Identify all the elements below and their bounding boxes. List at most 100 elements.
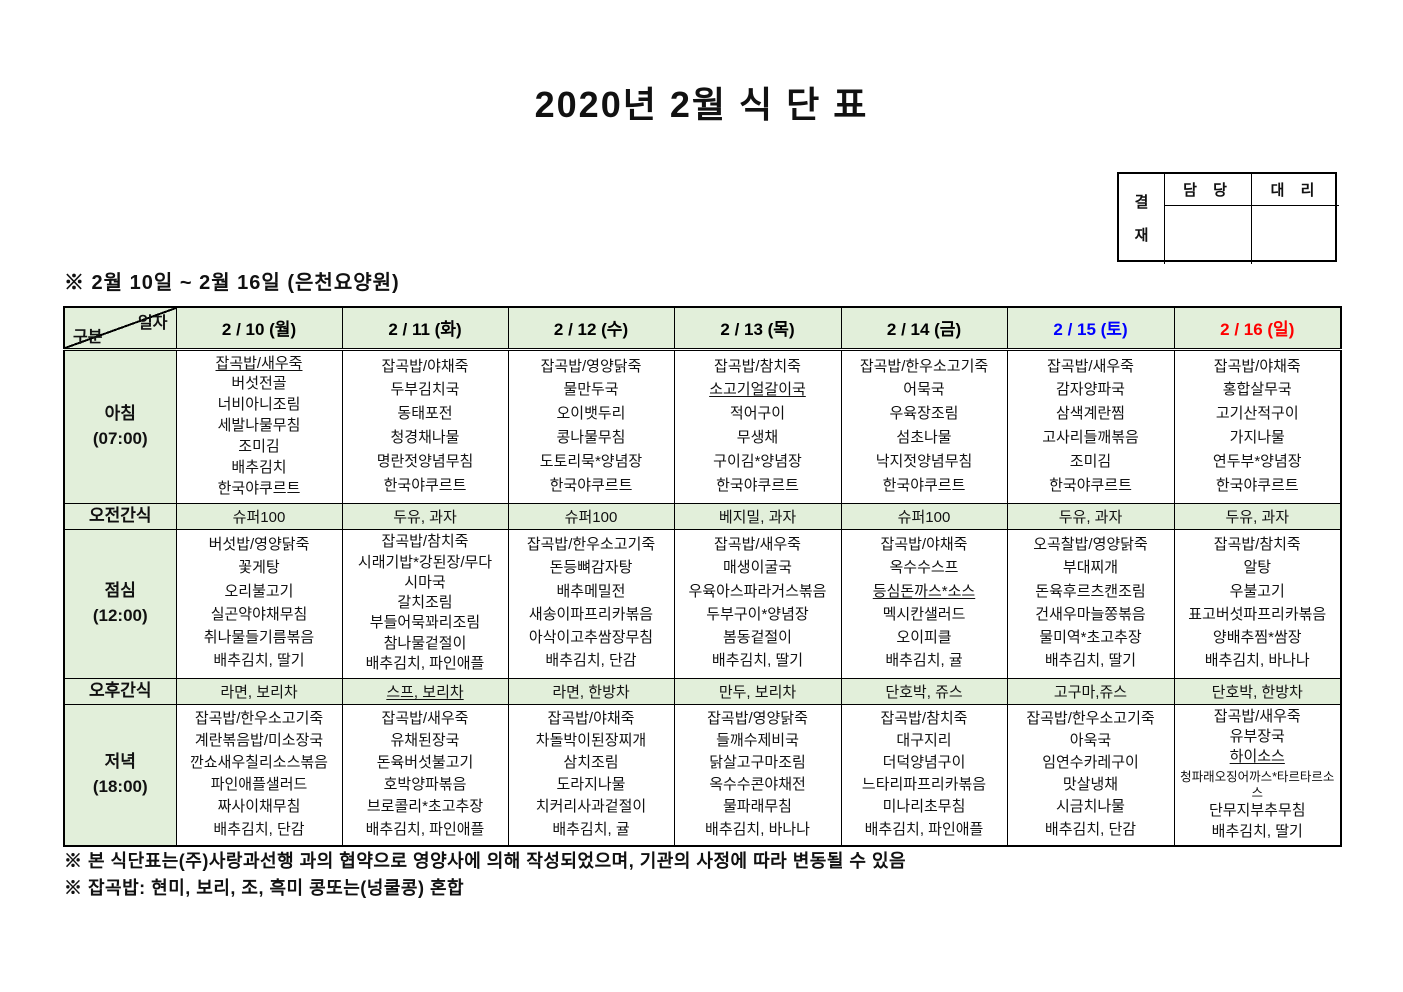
snack-cell: 두유, 과자 (1173, 502, 1342, 530)
menu-item: 배추김치, 파인애플 (864, 820, 984, 838)
menu-item: 유부장국 (1229, 728, 1285, 746)
menu-item: 물만두국 (563, 381, 619, 399)
diagonal-divider (65, 308, 176, 348)
menu-item: 옥수수스프 (889, 559, 959, 577)
menu-item: 호박양파볶음 (383, 776, 467, 794)
menu-item: 감자양파국 (1055, 381, 1125, 399)
menu-item: 물파래무침 (722, 798, 792, 816)
menu-cell: 잡곡밥/새우죽 유부장국 하이소스 청파래오징어까스*타르타르소스 단무지부추무침 배추김… (1173, 703, 1342, 847)
menu-item: 봄동겉절이 (722, 628, 792, 646)
menu-item: 두부김치국 (390, 381, 460, 399)
menu-item: 어묵국 (903, 381, 945, 399)
menu-item: 배추김치, 귤 (552, 820, 630, 838)
menu-cell: 잡곡밥/야채죽 두부김치국 동태포전 청경채나물 명란젓양념무침 한국야쿠르트 (341, 348, 509, 504)
menu-item: 아욱국 (1069, 732, 1112, 750)
menu-item: 오곡찰밥/영양닭죽 (1033, 536, 1148, 554)
menu-item: 돈등뼈감자탕 (549, 559, 633, 577)
menu-item: 잡곡밥/새우죽 (714, 536, 801, 554)
menu-item: 배추김치, 귤 (885, 651, 963, 669)
menu-item: 잡곡밥/야채죽 (381, 357, 469, 375)
menu-item: 도라지나물 (556, 776, 626, 794)
menu-item: 섬초나물 (896, 429, 952, 446)
menu-item: 아삭이고추쌈장무침 (528, 628, 654, 646)
menu-item: 삼치조림 (563, 754, 619, 772)
menu-item: 오이피클 (896, 628, 952, 646)
menu-item: 파인애플샐러드 (210, 776, 308, 794)
row-dinner: 저녁 (18:00) 잡곡밥/한우소고기죽 계란볶음밥/미소장국 깐쇼새우칠리소스볶음 파… (63, 703, 1342, 847)
menu-item: 임연수카레구이 (1042, 754, 1139, 772)
menu-item: 배추김치, 단감 (1044, 820, 1137, 838)
menu-item: 연두부*양념장 (1212, 452, 1302, 470)
menu-item: 홍합살무국 (1222, 381, 1292, 399)
menu-item: 더덕양념구이 (882, 754, 966, 772)
row-lunch: 점심 (12:00) 버섯밥/영양닭죽 꽃게탕 오리불고기 실곤약야채무침 취나물들기름볶음… (63, 528, 1342, 679)
menu-cell: 잡곡밥/새우죽 감자양파국 삼색계란찜 고사리들깨볶음 조미김 한국야쿠르트 (1006, 348, 1175, 504)
menu-item: 느타리파프리카볶음 (861, 776, 987, 794)
menu-cell: 잡곡밥/야채죽 옥수수스프 등심돈까스*소스 멕시칸샐러드 오이피클 배추김치, 귤 (840, 528, 1008, 679)
menu-item: 잡곡밥/한우소고기죽 (194, 710, 324, 728)
menu-item: 적어구이 (729, 405, 786, 423)
menu-item: 잡곡밥/야채죽 (880, 536, 968, 554)
menu-item: 배추김치, 파인애플 (365, 820, 485, 838)
menu-item: 부대찌개 (1062, 559, 1119, 577)
menu-item: 두유, 과자 (393, 508, 457, 526)
menu-item: 배추김치, 파인애플 (365, 654, 485, 672)
row-label-lunch: 점심 (12:00) (63, 528, 177, 679)
menu-item: 스프, 보리차 (386, 683, 464, 701)
menu-item: 잡곡밥/한우소고기죽 (526, 536, 656, 554)
menu-item: 두유, 과자 (1058, 508, 1123, 526)
menu-item: 베지밀, 과자 (718, 508, 797, 526)
menu-item: 명란젓양념무침 (376, 452, 474, 470)
menu-cell: 잡곡밥/야채죽 홍합살무국 고기산적구이 가지나물 연두부*양념장 한국야쿠르트 (1173, 348, 1342, 504)
menu-item: 한국야쿠르트 (716, 476, 799, 494)
menu-item: 시마국 (404, 573, 446, 591)
menu-item: 들깨수제비국 (716, 732, 799, 750)
menu-item: 라면, 한방차 (552, 683, 630, 701)
menu-item: 잡곡밥/참치죽 (1213, 536, 1301, 554)
note-line: ※ 잡곡밥: 현미, 보리, 조, 흑미 콩또는(넝쿨콩) 혼합 (64, 878, 465, 898)
menu-item: 배추김치, 딸기 (1044, 651, 1137, 669)
date-header: 2 / 13 (목) (673, 306, 842, 351)
snack-cell: 라면, 보리차 (175, 677, 343, 705)
menu-item: 등심돈까스*소스 (872, 582, 976, 600)
menu-item: 양배추찜*쌈장 (1212, 628, 1302, 646)
snack-cell: 슈퍼100 (507, 502, 675, 530)
menu-item: 배추김치, 딸기 (213, 651, 305, 669)
row-am_snack: 오전간식 슈퍼100 두유, 과자 슈퍼100 베지밀, 과자 슈퍼100 두유, 과자 두유… (63, 502, 1342, 530)
menu-item: 배추김치 (231, 458, 287, 476)
menu-item: 건새우마늘쫑볶음 (1035, 605, 1146, 623)
menu-item: 조미김 (238, 437, 280, 455)
menu-cell: 잡곡밥/참치죽 소고기얼갈이국 적어구이 무생채 구이김*양념장 한국야쿠르트 (673, 348, 842, 504)
menu-item: 버섯밥/영양닭죽 (208, 536, 310, 554)
menu-item: 오리불고기 (224, 582, 294, 600)
row-breakfast: 아침 (07:00) 잡곡밥/새우죽 버섯전골 너비아니조림 세발나물무침 조미김 배추김치 한… (63, 348, 1342, 504)
menu-item: 닭살고구마조림 (709, 754, 806, 772)
menu-item: 잡곡밥/야채죽 (1213, 357, 1301, 375)
menu-cell: 잡곡밥/참치죽 시래기밥*강된장/무다 시마국 갈치조림 부들어묵꽈리조림 참나물겉절이 배… (341, 528, 509, 679)
menu-item: 소고기얼갈이국 (709, 381, 806, 399)
menu-item: 배추김치, 단감 (213, 820, 305, 838)
menu-cell: 잡곡밥/한우소고기죽 아욱국 임연수카레구이 맛살냉채 시금치나물 배추김치, 단감 (1006, 703, 1175, 847)
menu-item: 고구마,쥬스 (1053, 683, 1128, 701)
menu-item: 오이뱃두리 (556, 405, 626, 423)
snack-cell: 단호박, 한방차 (1173, 677, 1342, 705)
page-title: 2020년 2월 식 단 표 (534, 84, 869, 125)
menu-item: 계란볶음밥/미소장국 (194, 732, 324, 750)
menu-item: 가지나물 (1229, 429, 1285, 446)
row-pm_snack: 오후간식 라면, 보리차 스프, 보리차 라면, 한방차 만두, 보리차 단호박, 쥬스 고… (63, 677, 1342, 705)
snack-cell: 만두, 보리차 (673, 677, 842, 705)
menu-item: 잡곡밥/한우소고기죽 (859, 357, 989, 375)
date-header: 2 / 12 (수) (507, 306, 675, 351)
menu-item: 시금치나물 (1055, 798, 1125, 816)
menu-item: 차돌박이된장찌개 (535, 732, 647, 750)
menu-item: 물미역*초고추장 (1039, 628, 1142, 646)
menu-item: 부들어묵꽈리조림 (369, 614, 481, 632)
snack-cell: 스프, 보리차 (341, 677, 509, 705)
approval-stamp-cell: 결재 (1119, 174, 1165, 264)
menu-item: 동태포전 (397, 405, 453, 423)
menu-item: 단무지부추무침 (1208, 802, 1306, 820)
menu-item: 배추김치, 바나나 (1204, 651, 1310, 669)
menu-item: 단호박, 한방차 (1211, 683, 1303, 701)
corner-cell: 일자 구분 (63, 306, 177, 351)
